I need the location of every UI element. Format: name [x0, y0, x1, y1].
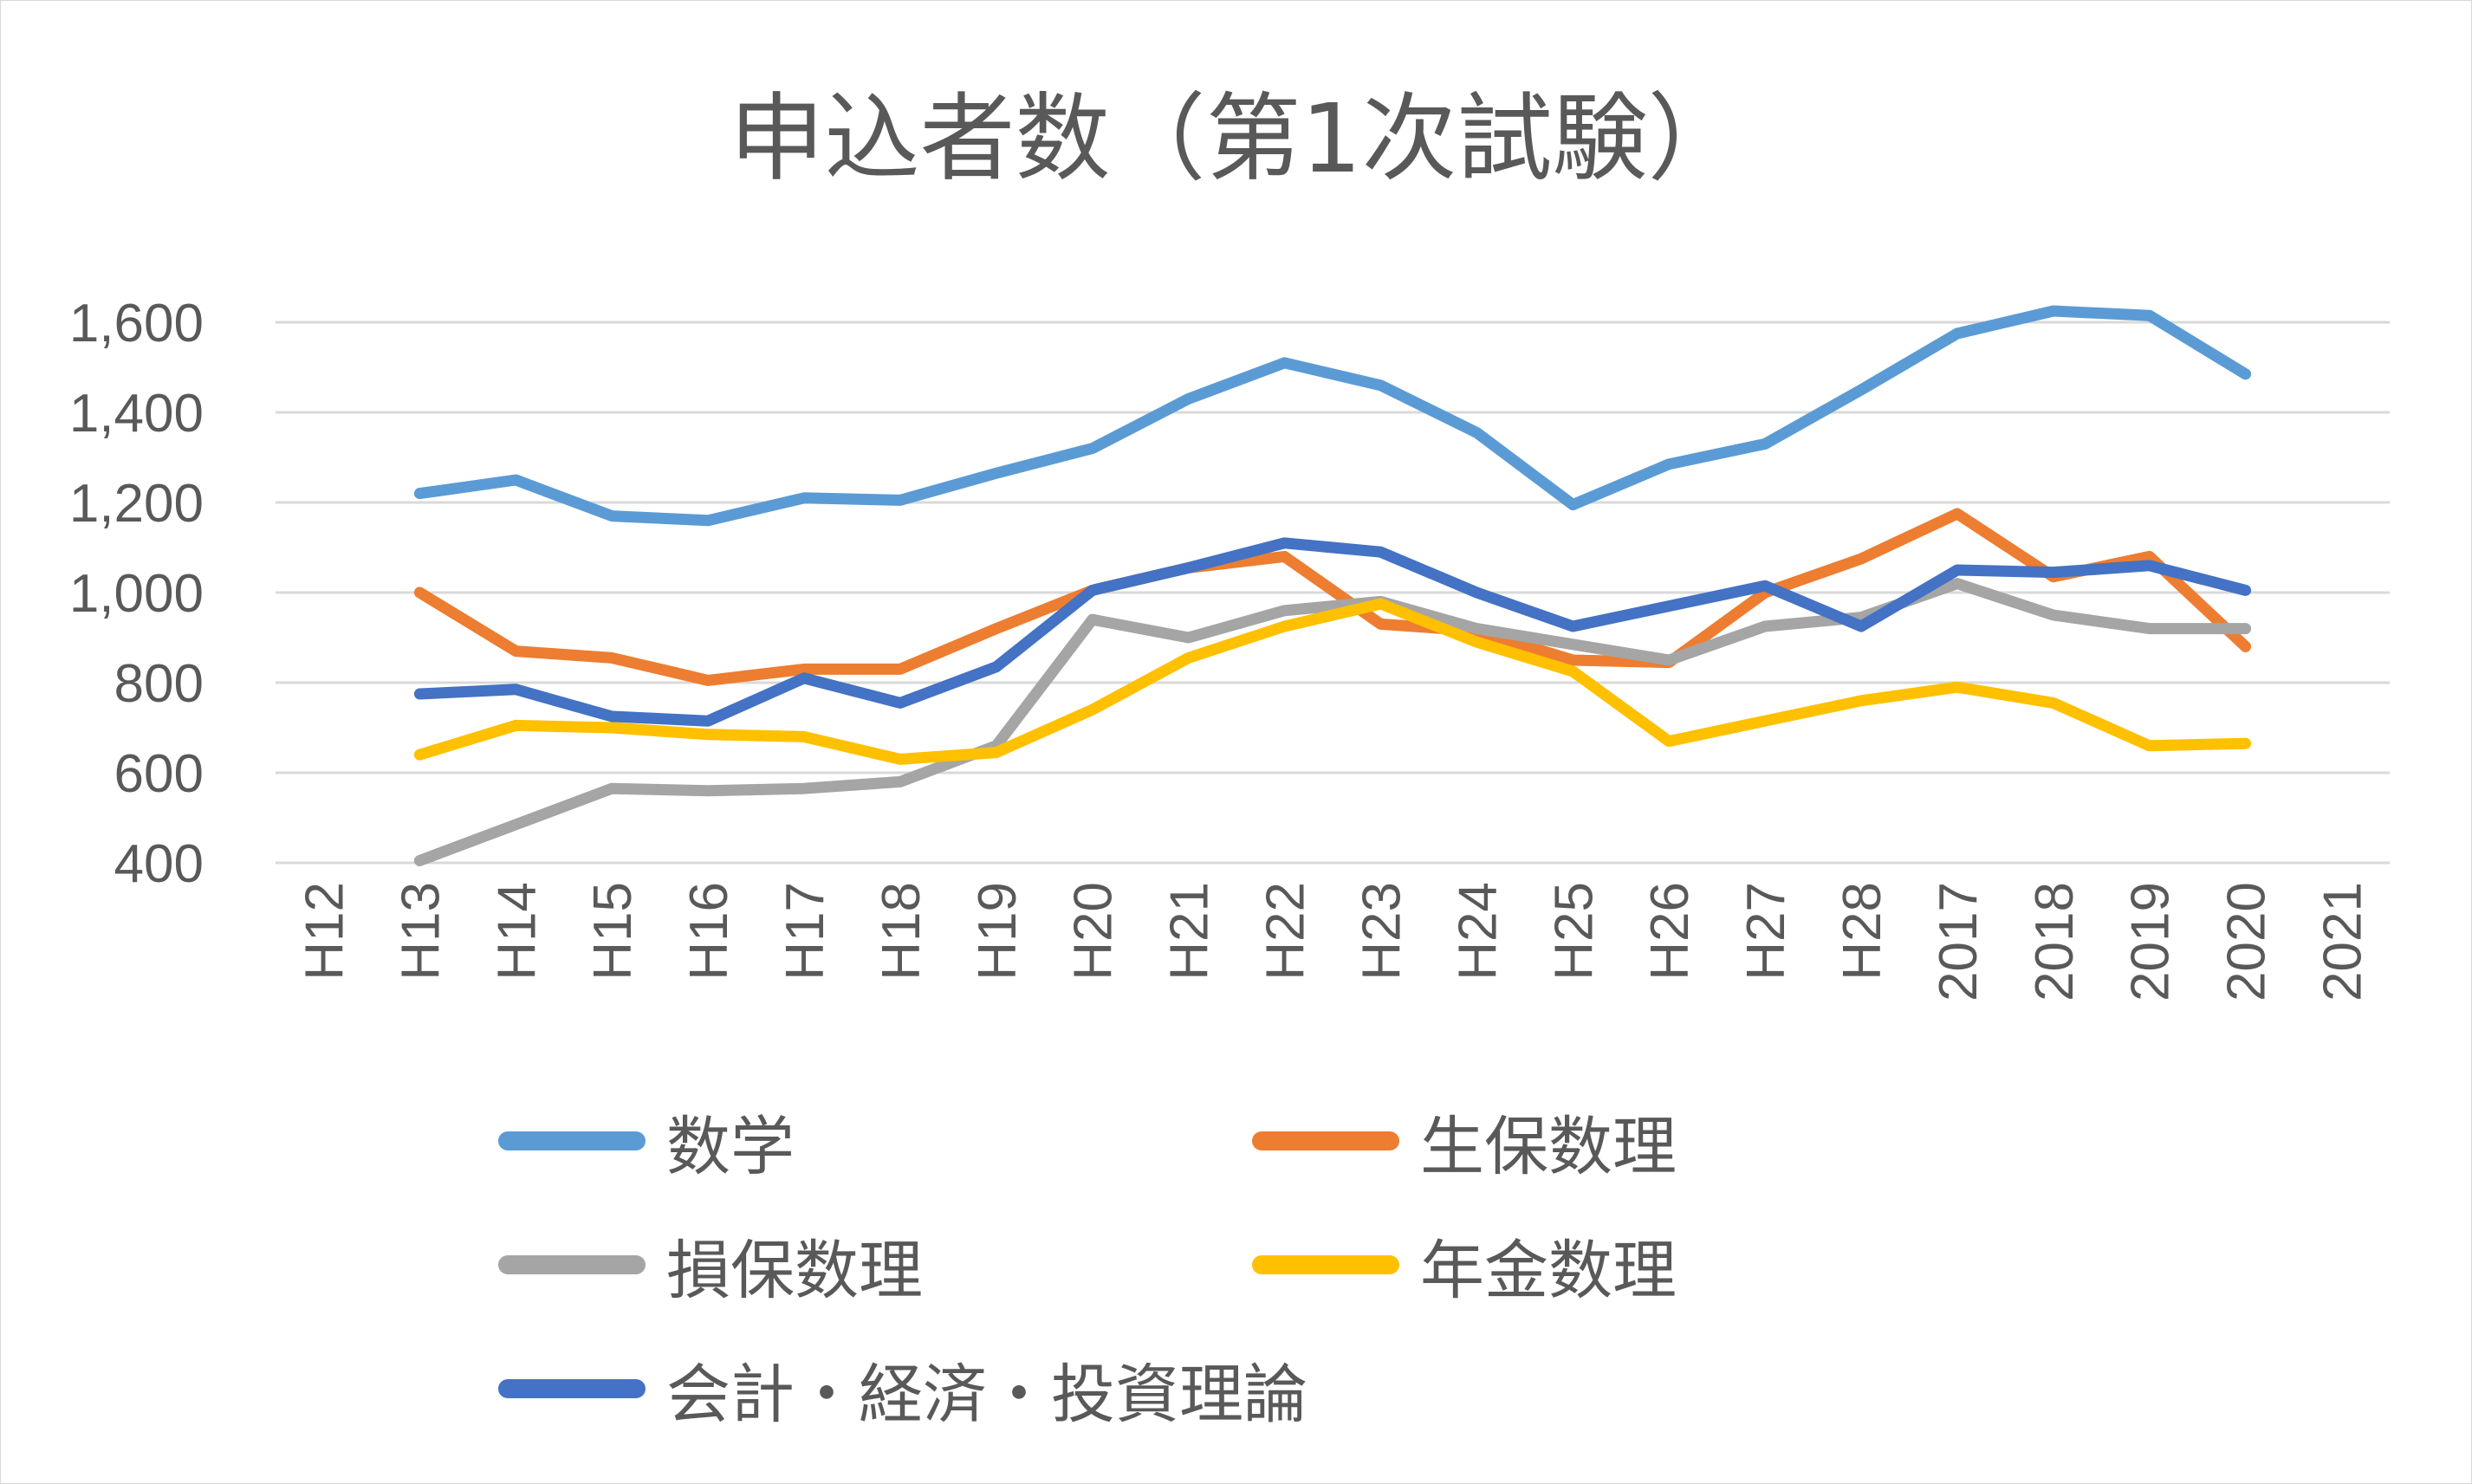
y-tick-label: 400 [114, 834, 204, 894]
legend-item: 損保数理 [498, 1217, 923, 1312]
x-tick-label: H23 [1352, 882, 1411, 981]
series-line-0 [413, 305, 2252, 527]
y-tick-label: 600 [114, 744, 204, 804]
x-tick-label: H25 [1544, 882, 1604, 981]
x-tick-label: H17 [775, 882, 835, 981]
y-tick-label: 1,400 [69, 384, 204, 444]
chart-title: 申込者数（第1次試験） [729, 83, 1743, 194]
x-tick-label: H16 [679, 882, 739, 981]
series-line-1 [413, 508, 2252, 686]
x-tick-label: H18 [872, 882, 931, 981]
legend-item: 年金数理 [1252, 1217, 1677, 1312]
legend-label: 年金数理 [1420, 1233, 1677, 1308]
x-tick-label: 2020 [2217, 882, 2277, 1001]
legend-label: 生保数理 [1420, 1109, 1677, 1184]
x-tick-label: H12 [295, 882, 354, 981]
x-tick-label: 2017 [1929, 882, 1989, 1001]
series-line-3 [413, 598, 2252, 765]
legend-label: 損保数理 [666, 1233, 923, 1308]
x-tick-label: H14 [487, 882, 547, 981]
x-tick-label: H13 [391, 882, 451, 981]
series-line-4 [413, 537, 2252, 727]
x-tick-label: H24 [1448, 882, 1508, 981]
x-tick-label: H15 [583, 882, 643, 981]
legend-label: 数学 [666, 1109, 795, 1184]
legend-label: 会計・経済・投資理論 [666, 1357, 1307, 1432]
legend-swatch [498, 1255, 646, 1274]
x-tick-label: 2019 [2121, 882, 2181, 1001]
x-tick-label: H27 [1736, 882, 1796, 981]
y-tick-label: 1,000 [69, 564, 204, 624]
legend-swatch [498, 1379, 646, 1398]
legend-item: 会計・経済・投資理論 [498, 1341, 1307, 1436]
x-tick-label: H28 [1833, 882, 1892, 981]
legend-item: 生保数理 [1252, 1093, 1677, 1189]
x-tick-label: H19 [968, 882, 1028, 981]
x-tick-label: H26 [1640, 882, 1700, 981]
y-tick-label: 1,600 [69, 294, 204, 353]
legend-swatch [1252, 1131, 1399, 1150]
y-tick-label: 1,200 [69, 474, 204, 534]
x-tick-label: 2018 [2025, 882, 2085, 1001]
x-tick-label: H20 [1064, 882, 1124, 981]
y-tick-label: 800 [114, 654, 204, 714]
legend-item: 数学 [498, 1093, 795, 1189]
x-tick-label: H22 [1256, 882, 1316, 981]
legend-swatch [498, 1131, 646, 1150]
legend-swatch [1252, 1255, 1399, 1274]
x-tick-label: 2021 [2313, 882, 2373, 1001]
x-tick-label: H21 [1160, 882, 1220, 981]
series-line-2 [413, 578, 2252, 866]
